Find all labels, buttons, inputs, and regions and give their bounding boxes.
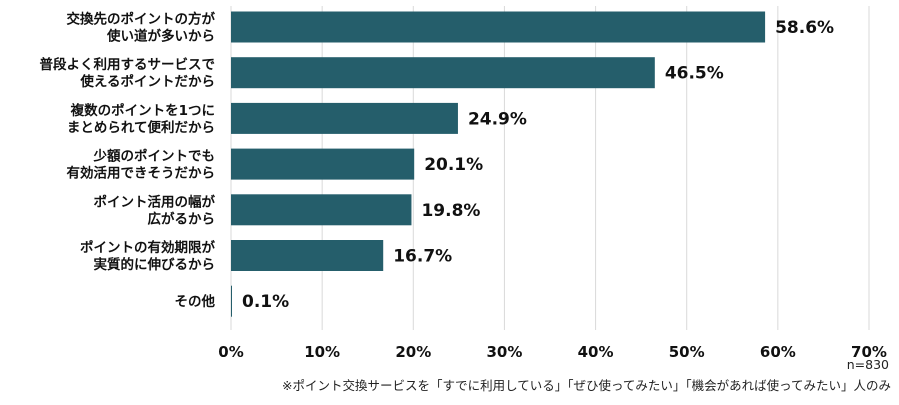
value-label: 20.1% [424, 155, 483, 175]
bar [231, 285, 232, 317]
category-label: 普段よく利用するサービスで使えるポイントだから [40, 56, 216, 90]
x-axis-tick-labels: 0% 10% 20% 30% 40% 50% 60% 70% [218, 343, 887, 361]
x-tick-label: 50% [669, 343, 705, 361]
category-label: ポイント活用の幅が広がるから [94, 193, 216, 227]
category-label: 少額のポイントでも有効活用できそうだから [67, 148, 216, 182]
value-label: 46.5% [665, 64, 724, 84]
category-label-line: 広がるから [148, 210, 216, 227]
bar [231, 240, 384, 271]
x-tick-label: 70% [851, 343, 887, 361]
category-label-line: 有効活用できそうだから [67, 165, 216, 182]
category-label: その他 [175, 293, 216, 310]
category-label-line: 交換先のポイントの方が [67, 11, 216, 28]
category-label: ポイントの有効期限が実質的に伸びるから [80, 239, 215, 273]
value-labels: 58.6% 46.5% 24.9% 20.1% 19.8% 16.7% 0.1% [242, 18, 834, 312]
category-label-line: 普段よく利用するサービスで [40, 56, 216, 73]
bar [231, 148, 415, 180]
value-label: 16.7% [393, 247, 452, 267]
category-labels: 交換先のポイントの方が使い道が多いから普段よく利用するサービスで使えるポイントだ… [40, 11, 216, 311]
category-label-line: 使えるポイントだから [79, 73, 215, 90]
value-label: 24.9% [468, 109, 527, 129]
category-label-line: 実質的に伸びるから [94, 256, 216, 273]
footnote: ※ポイント交換サービスを「すでに利用している」「ぜひ使ってみたい」「機会があれば… [282, 378, 891, 393]
category-label-line: まとめられて便利だから [67, 119, 215, 136]
bar [231, 194, 412, 226]
value-label: 58.6% [775, 18, 834, 38]
x-tick-label: 40% [578, 343, 614, 361]
value-label: 0.1% [242, 292, 289, 312]
category-label-line: 少額のポイントでも [93, 148, 216, 165]
category-label-line: ポイントの有効期限が [80, 239, 215, 256]
x-tick-label: 0% [218, 343, 243, 361]
category-label-line: ポイント活用の幅が [94, 193, 216, 210]
sample-size-note: n=830 [846, 357, 889, 372]
category-label-line: 使い道が多いから [106, 28, 215, 45]
bar [231, 57, 655, 89]
category-label-line: 複数のポイントを1つに [70, 102, 215, 119]
value-label: 19.8% [421, 201, 480, 221]
category-label: 複数のポイントを1つにまとめられて便利だから [67, 102, 215, 136]
bar [231, 11, 766, 43]
bars [231, 11, 766, 317]
x-tick-label: 30% [486, 343, 522, 361]
bar [231, 102, 458, 134]
x-tick-label: 10% [304, 343, 340, 361]
x-tick-label: 20% [395, 343, 431, 361]
x-tick-label: 60% [760, 343, 796, 361]
category-label: 交換先のポイントの方が使い道が多いから [67, 11, 216, 45]
category-label-line: その他 [175, 293, 216, 310]
